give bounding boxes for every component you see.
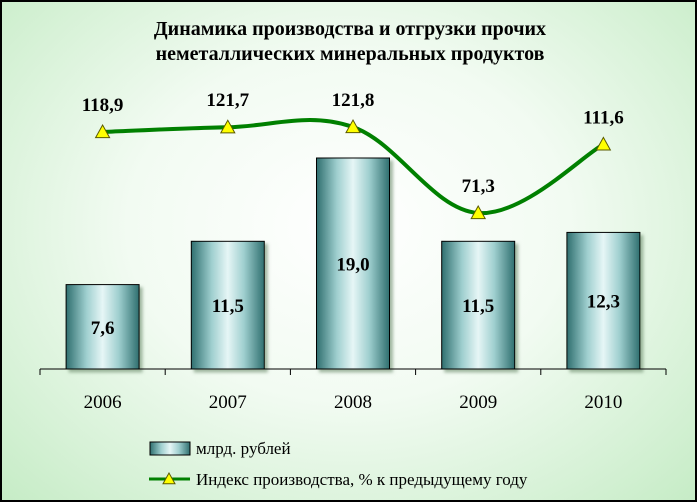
bar-2009	[441, 240, 516, 370]
legend-line-marker	[162, 471, 176, 485]
index-label-2009: 71,3	[462, 176, 495, 197]
bar-2007	[190, 240, 265, 370]
index-marker-2008	[345, 119, 361, 134]
x-tick-label-2006: 2006	[84, 392, 122, 413]
bar-2008	[316, 157, 390, 370]
bar-label-2010: 12,3	[587, 292, 620, 313]
x-tick-label-2008: 2008	[334, 392, 372, 413]
index-label-2007: 121,7	[206, 90, 249, 111]
index-marker-2010	[595, 136, 612, 151]
legend-bar-swatch	[149, 441, 191, 456]
x-tick-label-2007: 2007	[209, 392, 247, 413]
bar-label-2009: 11,5	[462, 296, 494, 317]
index-marker-2009	[470, 204, 487, 220]
legend-line-label: Индекс производства, % к предыдущему год…	[196, 470, 528, 489]
x-tick-label-2009: 2009	[459, 392, 497, 413]
index-label-2008: 121,8	[332, 90, 375, 111]
bar-2010	[566, 231, 641, 370]
index-label-2010: 111,6	[583, 107, 624, 128]
bar-2006	[65, 284, 140, 370]
chart-title-line-2: неметаллических минеральных продуктов	[156, 43, 545, 65]
x-tick-label-2010: 2010	[584, 392, 622, 413]
bar-label-2007: 11,5	[212, 296, 244, 317]
index-marker-2007	[219, 119, 236, 134]
index-label-2006: 118,9	[82, 95, 124, 116]
legend-bar-label: млрд. рублей	[196, 439, 291, 458]
chart-title-line-1: Динамика производства и отгрузки прочих	[154, 18, 546, 40]
bar-label-2006: 7,6	[91, 318, 115, 339]
bar-label-2008: 19,0	[336, 255, 369, 276]
index-marker-2006	[94, 123, 111, 139]
